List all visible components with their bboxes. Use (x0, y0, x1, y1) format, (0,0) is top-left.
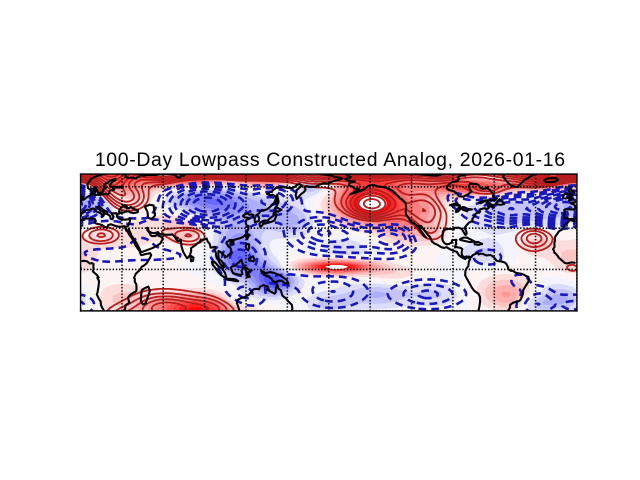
svg-text:100-Day Lowpass Constructed An: 100-Day Lowpass Constructed Analog, 2026… (95, 149, 566, 171)
